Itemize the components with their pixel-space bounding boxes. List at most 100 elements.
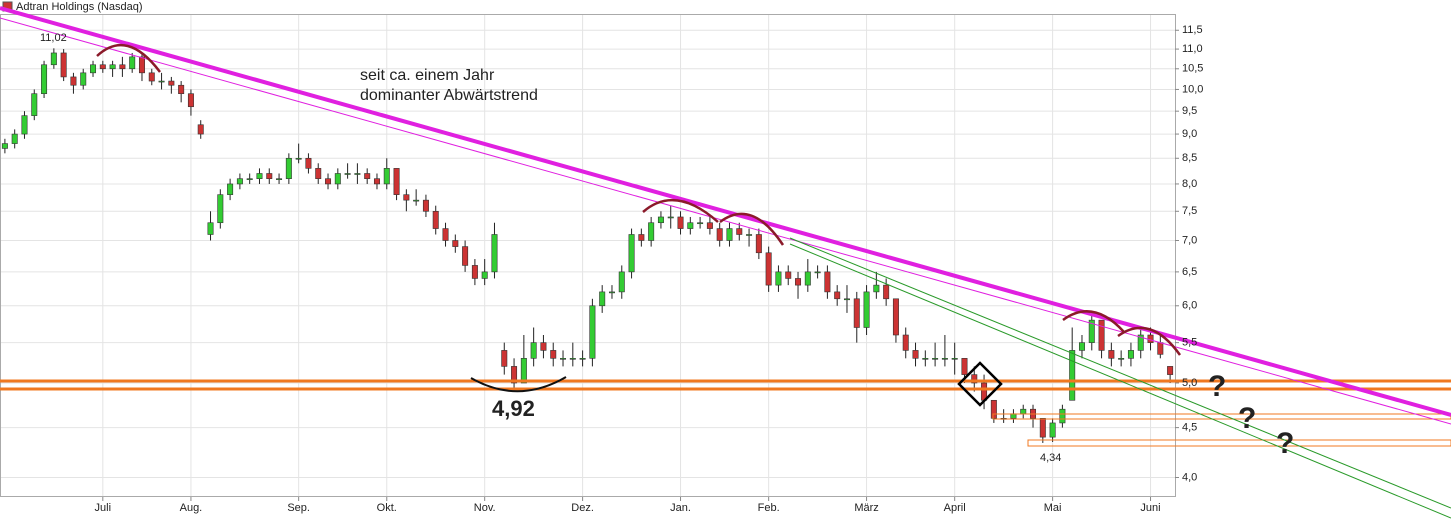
candle-body	[589, 305, 596, 359]
candle-body	[422, 199, 429, 212]
candle-body	[344, 173, 351, 175]
candle-body	[364, 173, 371, 179]
candle-body	[667, 216, 674, 219]
candle-body	[197, 124, 204, 135]
x-tick-label: Juni	[1140, 502, 1160, 514]
candle-body	[1137, 334, 1144, 351]
candle-body	[452, 240, 459, 247]
candle-body	[1098, 319, 1105, 351]
plot-frame	[0, 14, 1176, 497]
candle-body	[413, 199, 420, 202]
top-arc	[1062, 310, 1125, 333]
candle-body	[1020, 408, 1027, 415]
candle-body	[501, 350, 508, 367]
candle-body	[491, 234, 498, 273]
annotation: 11,02	[40, 32, 67, 44]
candle-body	[736, 228, 743, 235]
annotation: seit ca. einem Jahr	[360, 67, 495, 84]
candle-body	[373, 178, 380, 185]
top-arc	[96, 43, 161, 73]
candle-body	[922, 358, 929, 360]
x-tick-label: Aug.	[180, 502, 203, 514]
candle-body	[1108, 350, 1115, 359]
candle-body	[1078, 342, 1085, 351]
y-tick-label: 5,5	[1182, 337, 1197, 349]
candle-body	[863, 291, 870, 328]
candle-body	[1088, 319, 1095, 343]
annotation: dominanter Abwärtstrend	[360, 87, 538, 104]
x-tick-label: Feb.	[758, 502, 780, 514]
y-tick-label: 9,5	[1182, 105, 1197, 117]
y-tick-label: 11,0	[1182, 43, 1203, 55]
candle-body	[785, 271, 792, 279]
x-tick-label: April	[944, 502, 966, 514]
candle-body	[648, 222, 655, 241]
candle-body	[951, 358, 958, 360]
y-tick-label: 9,0	[1182, 128, 1197, 140]
candle-body	[677, 216, 684, 229]
y-tick-label: 8,5	[1182, 152, 1197, 164]
diamond-marker	[957, 361, 1003, 407]
candle-body	[383, 168, 390, 185]
candle-body	[21, 115, 28, 135]
candle-body	[687, 222, 694, 229]
candle-body	[628, 234, 635, 273]
candle-body	[187, 93, 194, 108]
candle-body	[217, 194, 224, 224]
y-tick-label: 4,5	[1182, 422, 1197, 434]
candle-body	[295, 157, 302, 160]
candle-body	[246, 178, 253, 180]
candle-body	[990, 399, 997, 419]
top-arc	[1117, 326, 1182, 356]
candle-body	[168, 80, 175, 86]
candle-body	[471, 265, 478, 279]
candle-body	[481, 271, 488, 279]
candle-body	[315, 168, 322, 179]
trend-line	[0, 6, 1451, 417]
candle-body	[70, 76, 77, 86]
candle-body	[80, 72, 87, 86]
trend-line	[789, 237, 1451, 509]
candle-body	[550, 350, 557, 359]
x-tick-label: Okt.	[377, 502, 397, 514]
annotation: 4,34	[1040, 452, 1061, 464]
grid	[0, 14, 1175, 497]
candle-body	[138, 56, 145, 74]
candle-body	[1049, 422, 1056, 438]
candle-body	[334, 173, 341, 185]
candle-body	[236, 178, 243, 185]
candle-body	[795, 278, 802, 286]
annotation-shapes	[0, 6, 1451, 519]
candle-body	[697, 222, 704, 225]
y-tick-label: 6,0	[1182, 300, 1197, 312]
annotation: 4,92	[492, 396, 535, 421]
candle-body	[775, 271, 782, 286]
candle-body	[1157, 342, 1164, 355]
x-tick-label: Sep.	[287, 502, 310, 514]
candle-body	[178, 84, 185, 95]
candle-body	[90, 64, 97, 74]
candle-body	[1069, 350, 1076, 401]
candle-body	[305, 157, 312, 169]
trend-line	[0, 17, 1451, 425]
candle-body	[1118, 358, 1125, 360]
support-zone	[1027, 439, 1451, 447]
candle-body	[511, 366, 518, 384]
top-arc	[642, 198, 719, 223]
trend-line	[789, 243, 1451, 519]
x-tick-label: Mai	[1044, 502, 1062, 514]
annotation: ?	[1208, 370, 1226, 403]
y-tick-label: 5,0	[1182, 377, 1197, 389]
candle-body	[1, 143, 8, 149]
candle-body	[50, 52, 57, 66]
candle-body	[256, 173, 263, 179]
candle-body	[41, 64, 48, 95]
candle-body	[853, 298, 860, 328]
candle-body	[941, 358, 948, 360]
candle-body	[892, 298, 899, 336]
annotation: ?	[1238, 402, 1256, 435]
candle-body	[873, 284, 880, 293]
candle-body	[266, 173, 273, 179]
candle-body	[442, 228, 449, 241]
